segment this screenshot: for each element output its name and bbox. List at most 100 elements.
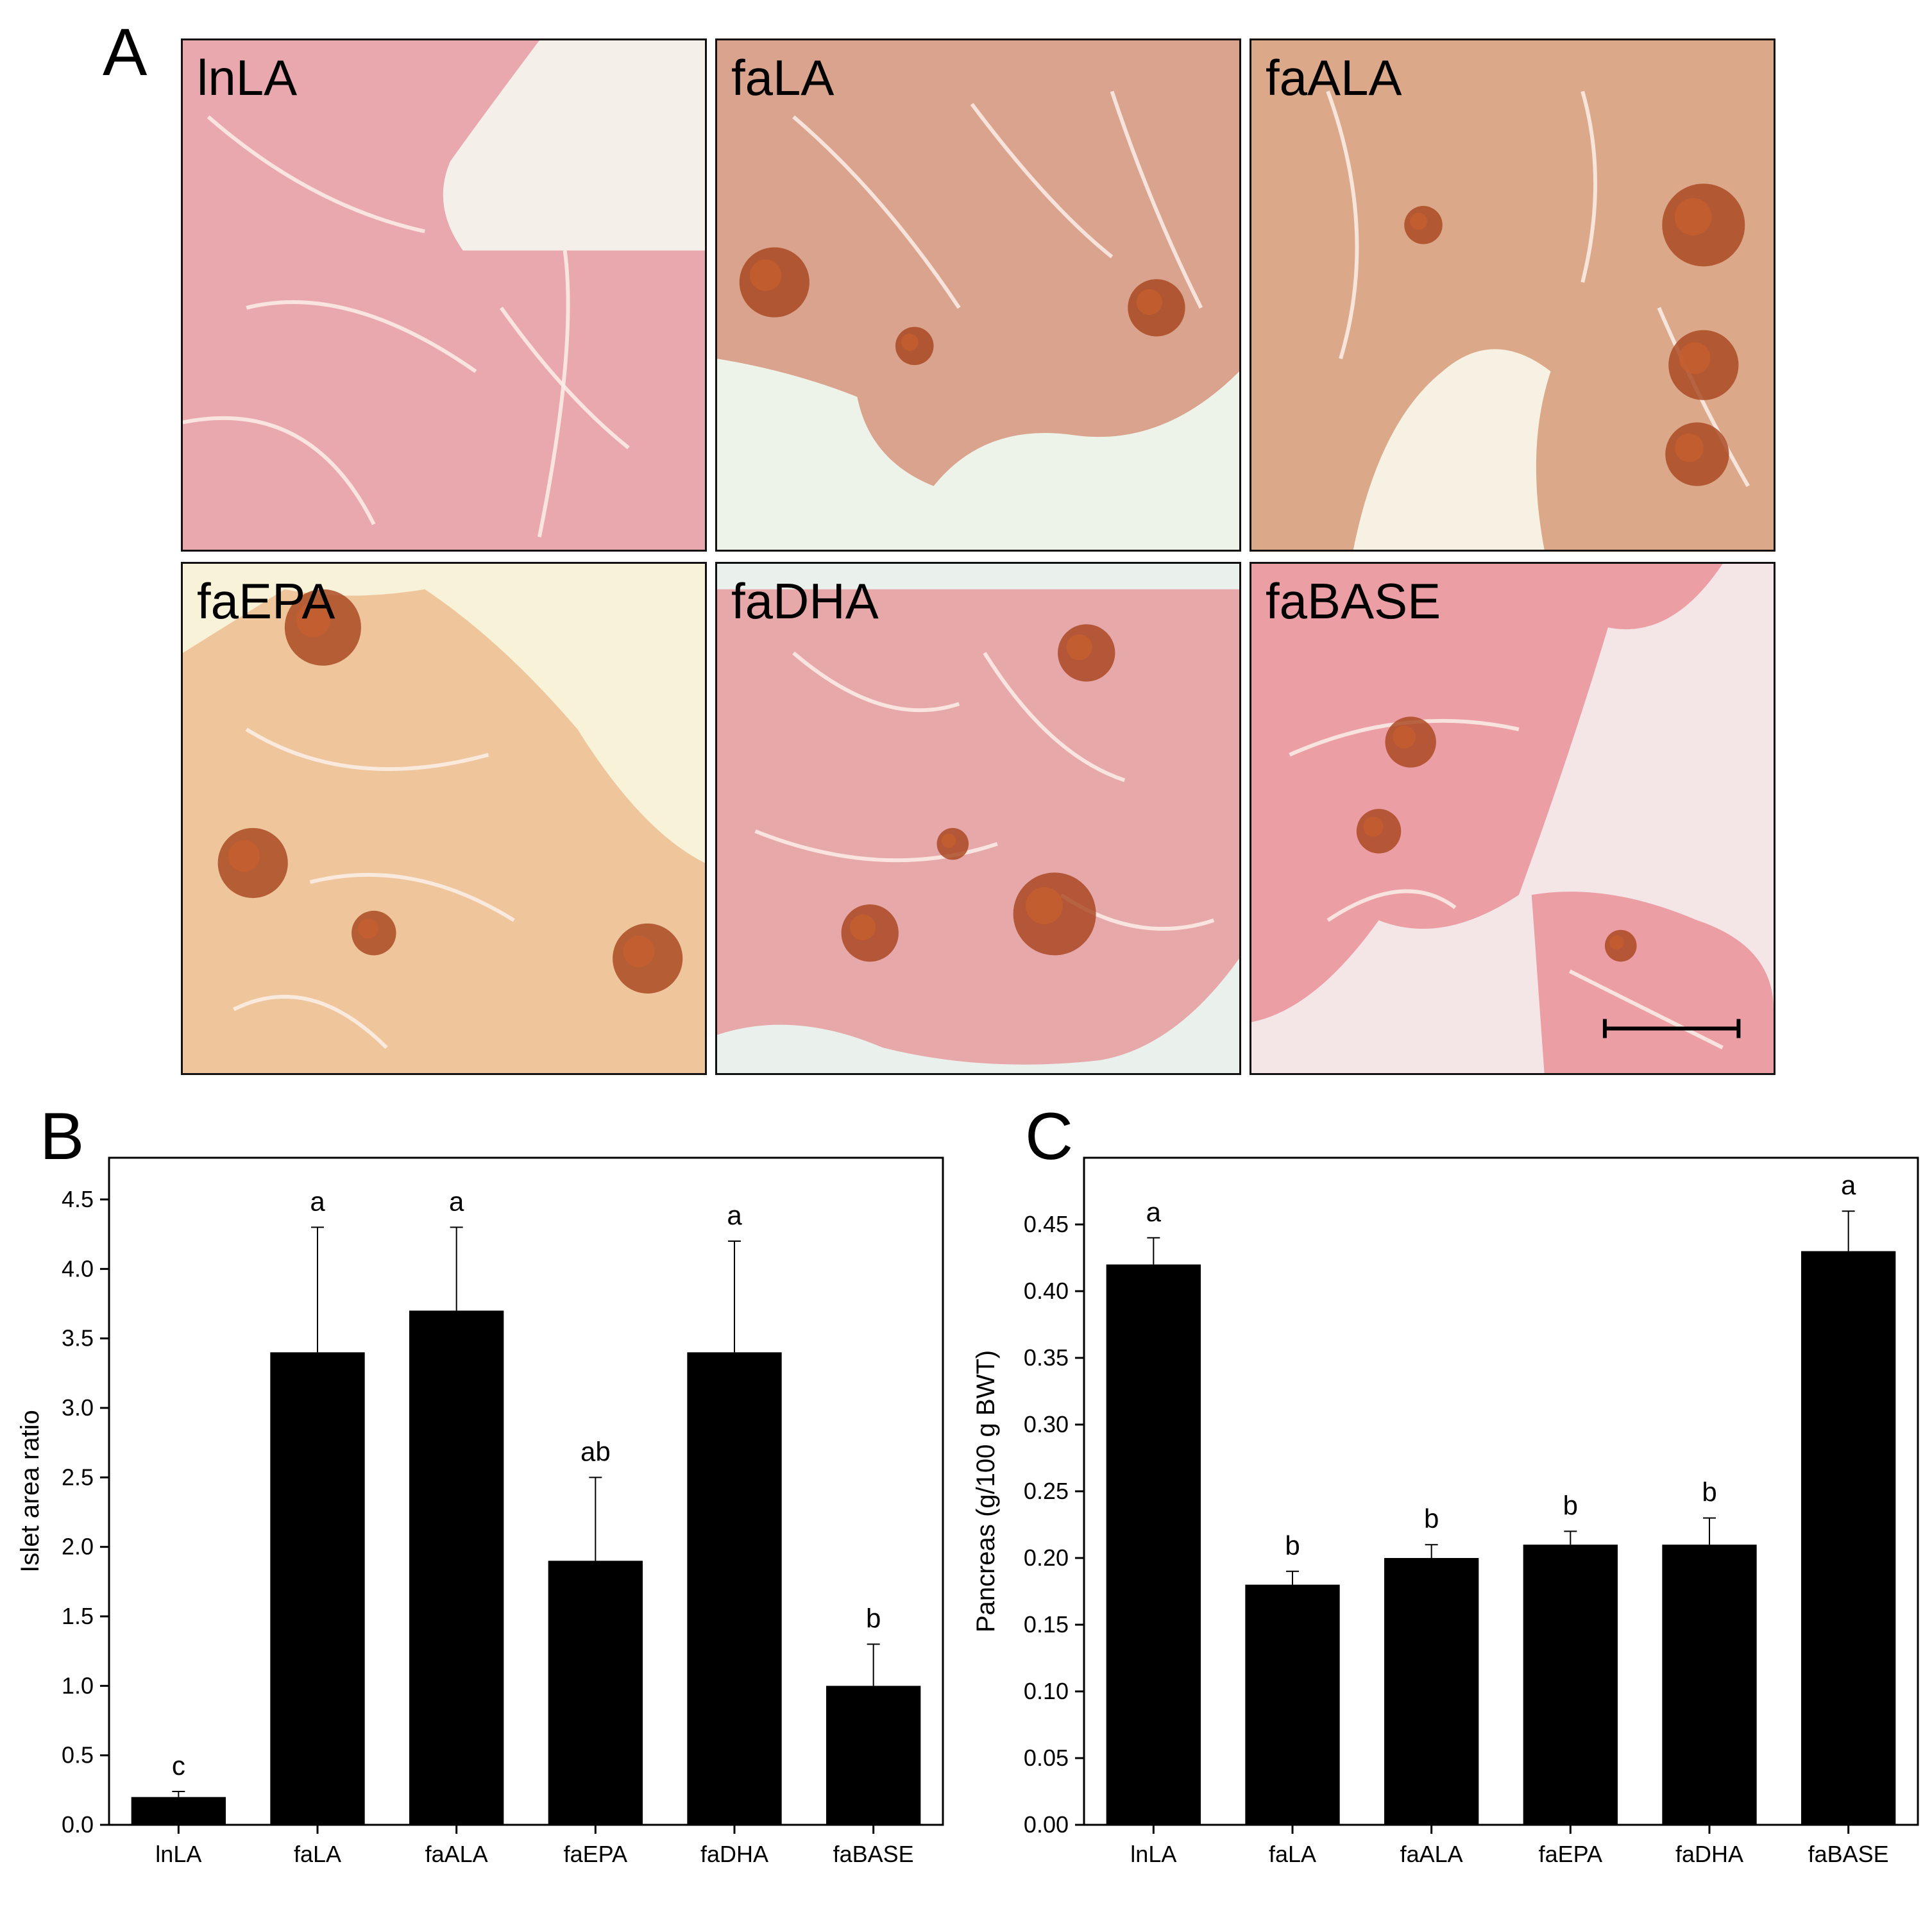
bar xyxy=(826,1686,921,1825)
y-tick-label: 0.20 xyxy=(1024,1545,1069,1571)
micrograph-tile: faBASE xyxy=(1250,562,1775,1075)
significance-label: c xyxy=(172,1750,185,1781)
significance-label: b xyxy=(1563,1490,1578,1520)
x-tick-label: faLA xyxy=(1269,1841,1316,1867)
x-tick-label: faDHA xyxy=(1675,1841,1743,1867)
islet-stain-core xyxy=(941,833,956,848)
islet-area-chart: 0.0 0.5 1.0 1.5 2.0 2.5 3.0 3.5 4.0 4.5 c lnLA a faLA… xyxy=(13,1129,949,1879)
significance-label: b xyxy=(1702,1477,1716,1507)
x-tick-label: faBASE xyxy=(1808,1841,1889,1867)
islet-stain-core xyxy=(1609,935,1624,950)
micrograph-label: faEPA xyxy=(197,573,335,629)
septum-line xyxy=(1326,90,1359,360)
islet-stain-core xyxy=(1410,212,1427,230)
significance-label: b xyxy=(866,1603,881,1633)
islet-stain-core xyxy=(623,935,655,967)
islet-stain-core xyxy=(358,919,378,939)
islet-area-chart-svg: 0.0 0.5 1.0 1.5 2.0 2.5 3.0 3.5 4.0 4.5 c lnLA a faLA… xyxy=(16,1156,944,1867)
plot-frame xyxy=(108,1156,944,1826)
panel-letter-a: A xyxy=(103,15,148,90)
tissue-section xyxy=(717,589,1239,1065)
significance-label: a xyxy=(1841,1170,1856,1200)
y-tick-label: 0.0 xyxy=(62,1811,94,1838)
islet-stain-core xyxy=(1679,342,1711,374)
y-axis-label: Islet area ratio xyxy=(16,1410,44,1572)
y-tick-label: 4.0 xyxy=(62,1255,94,1282)
significance-label: ab xyxy=(580,1436,611,1466)
significance-label: b xyxy=(1424,1503,1439,1534)
x-tick-label: lnLA xyxy=(155,1841,201,1867)
y-tick-label: 0.30 xyxy=(1024,1411,1069,1437)
tissue-section xyxy=(1251,40,1774,550)
islet-stain-core xyxy=(1025,886,1063,925)
y-tick-label: 0.35 xyxy=(1024,1344,1069,1371)
micrograph-tile: faEPA xyxy=(181,562,707,1075)
islet-stain-core xyxy=(750,259,782,291)
significance-label: a xyxy=(449,1186,464,1216)
panel-letter-c: C xyxy=(1025,1099,1074,1174)
y-tick-label: 1.0 xyxy=(62,1672,94,1698)
x-tick-label: faALA xyxy=(1400,1841,1463,1867)
septum-line xyxy=(792,115,961,309)
x-tick-label: lnLA xyxy=(1130,1841,1176,1867)
y-tick-label: 0.5 xyxy=(62,1742,94,1768)
pancreas-weight-chart-svg: 0.00 0.05 0.10 0.15 0.20 0.25 0.30 0.35 0.40 0.45… xyxy=(972,1156,1919,1867)
y-tick-label: 0.10 xyxy=(1024,1678,1069,1704)
tissue-section xyxy=(183,589,705,1073)
bar xyxy=(1662,1545,1757,1825)
micrograph-tile: faDHA xyxy=(715,562,1241,1075)
micrograph-image xyxy=(1251,564,1774,1073)
y-tick-label: 0.25 xyxy=(1024,1478,1069,1504)
micrograph-image xyxy=(717,564,1239,1073)
x-tick-label: faBASE xyxy=(833,1841,914,1867)
micrograph-tile: faLA xyxy=(715,38,1241,552)
islet-stain-core xyxy=(1136,289,1162,316)
y-tick-label: 3.0 xyxy=(62,1394,94,1421)
x-tick-label: faDHA xyxy=(700,1841,768,1867)
bar xyxy=(1523,1545,1618,1825)
septum-line xyxy=(309,873,515,922)
y-tick-label: 0.00 xyxy=(1024,1811,1069,1838)
islet-stain-core xyxy=(1393,725,1416,749)
plot-frame xyxy=(1083,1156,1919,1826)
septum-line xyxy=(970,103,1114,258)
y-tick-label: 1.5 xyxy=(62,1603,94,1629)
septum-line xyxy=(1580,90,1598,283)
islet-stain-core xyxy=(1363,817,1384,837)
bar xyxy=(548,1561,643,1825)
y-tick-label: 4.5 xyxy=(62,1186,94,1212)
significance-label: a xyxy=(1146,1197,1162,1227)
micrograph-label: faBASE xyxy=(1266,573,1441,629)
micrograph-label: faDHA xyxy=(731,573,879,629)
micrograph-image xyxy=(183,40,705,550)
septum-line xyxy=(1110,90,1203,309)
y-tick-label: 0.15 xyxy=(1024,1611,1069,1638)
y-tick-label: 0.05 xyxy=(1024,1745,1069,1771)
septum-line xyxy=(245,727,489,772)
septum-line xyxy=(537,250,570,538)
x-tick-label: faALA xyxy=(425,1841,488,1867)
islet-stain-core xyxy=(296,602,331,638)
micrograph-grid: lnLA faLA faALA faEPA faDHA faBASE xyxy=(181,38,1775,1078)
significance-label: b xyxy=(1285,1530,1300,1561)
significance-label: a xyxy=(727,1200,742,1230)
y-tick-label: 2.5 xyxy=(62,1464,94,1490)
septum-line xyxy=(1326,889,1457,922)
islet-stain-core xyxy=(228,840,260,872)
y-tick-label: 0.40 xyxy=(1024,1278,1069,1304)
islet-stain-core xyxy=(849,914,876,940)
tissue-section xyxy=(183,40,705,550)
micrograph-image xyxy=(1251,40,1774,550)
bar xyxy=(409,1310,504,1825)
tissue-section xyxy=(1251,564,1774,1073)
islet-stain-core xyxy=(1066,634,1092,661)
y-tick-label: 3.5 xyxy=(62,1325,94,1351)
panel-letter-b: B xyxy=(40,1099,85,1174)
x-tick-label: faEPA xyxy=(1539,1841,1602,1867)
septum-line xyxy=(207,115,425,233)
significance-label: a xyxy=(310,1186,325,1216)
micrograph-image xyxy=(717,40,1239,550)
y-tick-label: 0.45 xyxy=(1024,1211,1069,1237)
x-tick-label: faLA xyxy=(294,1841,341,1867)
bar xyxy=(1106,1264,1201,1825)
